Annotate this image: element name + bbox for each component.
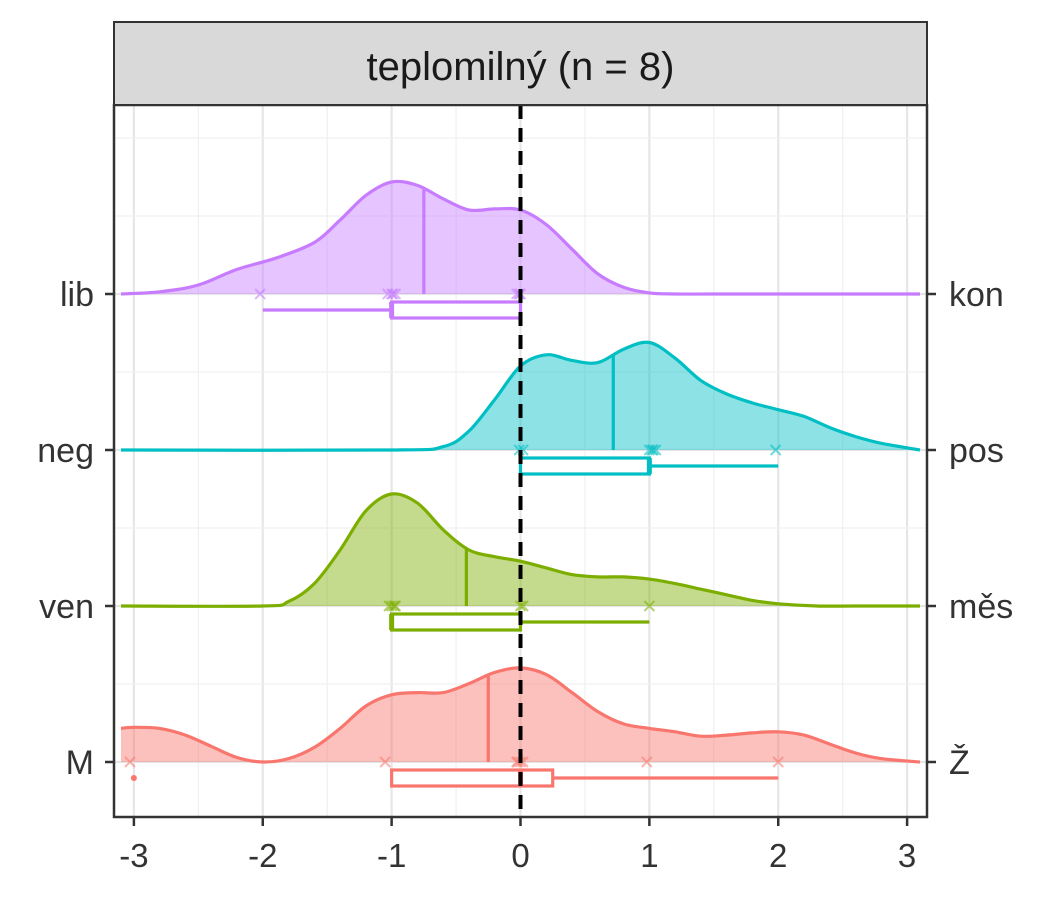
data-point-stroke [389, 600, 402, 612]
right-category-label: měs [949, 588, 1013, 626]
data-point [514, 600, 527, 612]
x-tick-label: 0 [511, 837, 529, 874]
data-point-stroke [647, 444, 659, 456]
series-ven-měs [120, 492, 920, 632]
series-neg-pos [120, 340, 921, 476]
box [390, 612, 523, 632]
x-tick-label: 2 [769, 837, 787, 874]
density-area [121, 181, 920, 295]
x-tick-label: 3 [898, 837, 916, 874]
data-point-stroke [769, 444, 782, 456]
data-point [517, 600, 529, 612]
right-category-label: pos [949, 432, 1004, 470]
data-point [254, 288, 266, 300]
data-point [389, 288, 402, 300]
density-area [121, 342, 920, 451]
data-point [772, 756, 784, 768]
data-point [650, 444, 662, 456]
data-point [387, 288, 399, 300]
axes: -3 -2 -1 0 1 2 3 lib kon neg pos ven měs M Ž [37, 276, 1013, 874]
left-category-label: lib [60, 276, 94, 314]
data-point-stroke [772, 756, 784, 768]
series-lib-kon [120, 179, 920, 320]
data-point-stroke [385, 600, 398, 612]
density-curve [120, 179, 920, 296]
right-category-label: kon [949, 276, 1004, 314]
chart-title: teplomilný (n = 8) [367, 45, 675, 89]
data-point [647, 444, 659, 456]
x-tick-label: -2 [248, 837, 277, 874]
data-point [385, 600, 398, 612]
data-point-stroke [514, 600, 527, 612]
outlier-point [130, 775, 137, 781]
left-category-label: ven [39, 588, 94, 626]
data-point [389, 600, 402, 612]
data-point-stroke [254, 288, 266, 300]
box [390, 300, 523, 320]
box [390, 768, 555, 788]
data-point [643, 600, 656, 612]
box [518, 456, 651, 476]
data-point-stroke [124, 756, 136, 768]
left-category-label: M [66, 744, 94, 782]
left-category-label: neg [37, 432, 94, 470]
data-point [379, 756, 391, 768]
x-tick-label: -3 [119, 837, 148, 874]
data-point-stroke [643, 600, 656, 612]
data-point [124, 756, 136, 768]
facet-strip: teplomilný (n = 8) [113, 21, 928, 106]
right-category-label: Ž [949, 744, 970, 782]
data-point-stroke [517, 756, 529, 768]
density-curve [120, 492, 920, 608]
x-tick-label: -1 [377, 837, 406, 874]
data-point-stroke [517, 600, 529, 612]
data-point-stroke [379, 756, 391, 768]
data-point-stroke [650, 444, 662, 456]
density-curve [120, 666, 921, 764]
data-point [641, 756, 653, 768]
data-point-stroke [387, 288, 399, 300]
x-tick-label: 1 [640, 837, 658, 874]
data-point-stroke [389, 288, 402, 300]
data-point-stroke [641, 756, 653, 768]
data-point [769, 444, 782, 456]
strip-background [113, 21, 928, 106]
density-curve [120, 340, 921, 452]
